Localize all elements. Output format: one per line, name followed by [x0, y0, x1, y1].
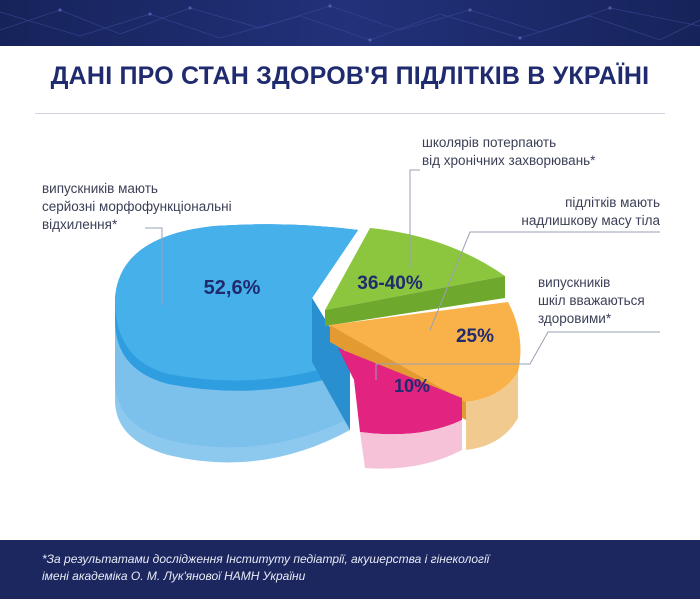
pie-chart: 52,6% 36-40% 25% 10%	[115, 169, 660, 469]
category-label-line: від хронічних захворювань*	[422, 153, 596, 168]
category-label-line: серйозні морфофункціональні	[42, 199, 232, 214]
leader-lines	[145, 169, 660, 380]
leader-line-orange	[429, 231, 660, 331]
category-label-orange: підлітків мають надлишкову масу тіла	[500, 194, 660, 230]
footer-note: *За результатами дослідження Інституту п…	[42, 552, 490, 583]
title-divider	[35, 113, 665, 114]
value-label-pink: 10%	[394, 376, 430, 396]
category-label-line: надлишкову масу тіла	[521, 213, 660, 228]
category-label-line: підлітків мають	[565, 195, 660, 210]
header-band	[0, 0, 700, 46]
category-label-line: відхилення*	[42, 217, 118, 232]
category-label-green: школярів потерпають від хронічних захвор…	[422, 134, 595, 170]
pie-slice-pink	[338, 348, 462, 469]
pie-slice-green	[325, 228, 505, 326]
category-label-line: випускників мають	[42, 181, 158, 196]
category-label-line: здоровими*	[538, 311, 612, 326]
category-label-line: школярів потерпають	[422, 135, 557, 150]
page-title: ДАНІ ПРО СТАН ЗДОРОВ'Я ПІДЛІТКІВ В УКРАЇ…	[50, 62, 650, 90]
network-pattern-icon	[0, 4, 700, 42]
category-label-blue: випускників мають серйозні морфофункціон…	[42, 180, 232, 234]
value-label-blue: 52,6%	[204, 277, 261, 299]
category-label-pink: випускників шкіл вважаються здоровими*	[538, 274, 645, 328]
footer-band	[0, 540, 700, 599]
category-label-line: випускників	[538, 275, 611, 290]
pie-slice-blue	[115, 224, 358, 463]
category-label-line: шкіл вважаються	[538, 293, 645, 308]
leader-line-blue	[145, 227, 163, 305]
leader-line-green	[409, 169, 420, 268]
leader-line-pink	[375, 331, 660, 380]
value-label-green: 36-40%	[357, 273, 423, 294]
value-label-orange: 25%	[456, 326, 494, 347]
